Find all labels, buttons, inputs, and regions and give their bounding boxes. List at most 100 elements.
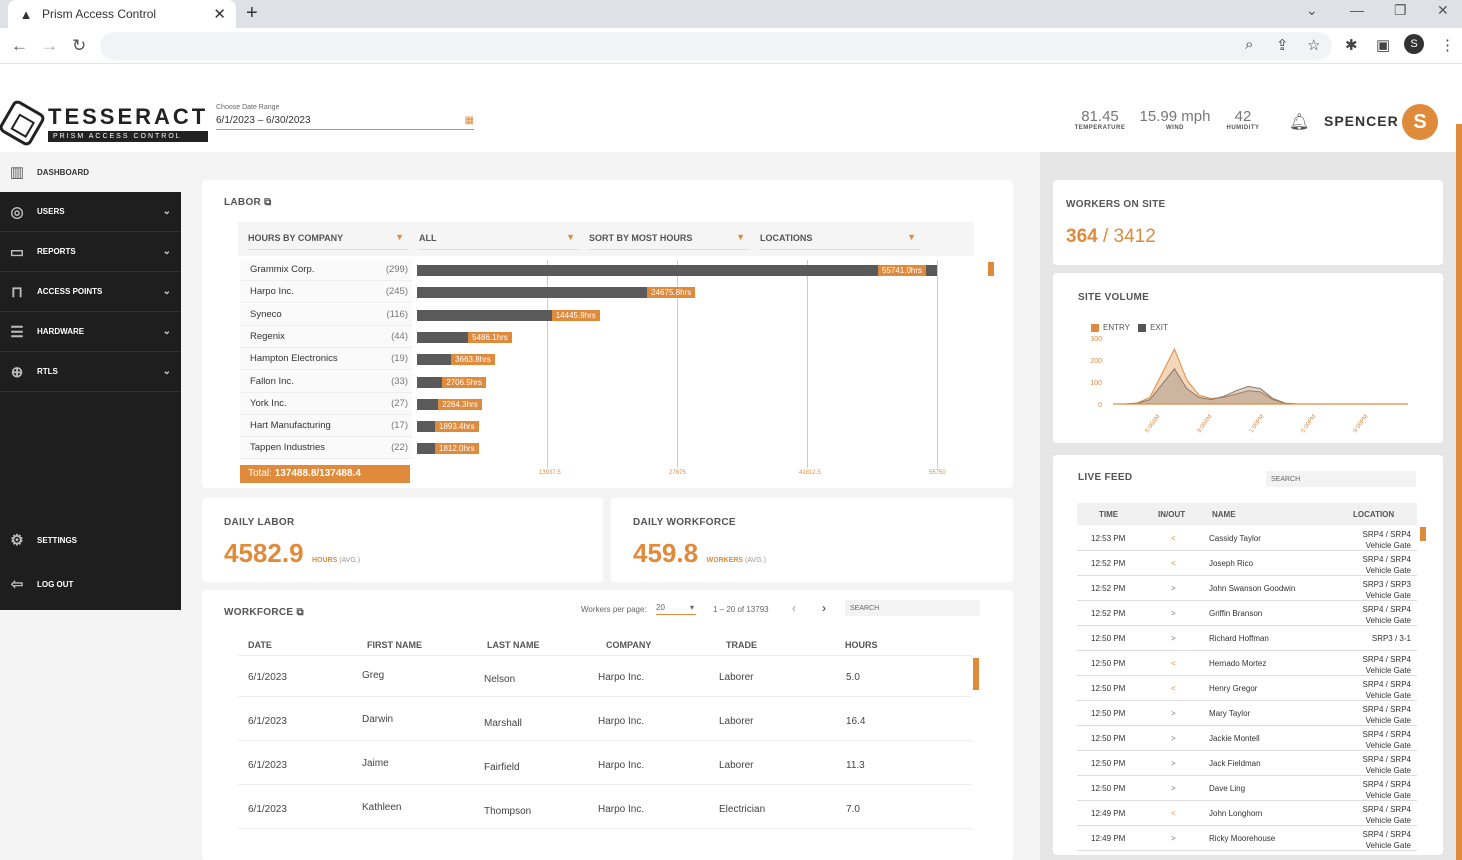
prev-page-icon[interactable]: ‹ bbox=[792, 601, 796, 615]
labor-bar[interactable] bbox=[417, 331, 469, 343]
external-link-icon[interactable]: ⧉ bbox=[296, 607, 304, 618]
live-feed-row[interactable]: 12:50 PM > Richard Hoffman SRP3 / 3-1 bbox=[1077, 626, 1417, 651]
browser-menu-icon[interactable]: ⋮ bbox=[1440, 37, 1455, 54]
company-row[interactable]: Fallon Inc. (33) bbox=[240, 370, 412, 393]
column-header-in-out[interactable]: IN/OUT bbox=[1158, 510, 1186, 519]
restore-icon[interactable]: ❐ bbox=[1394, 2, 1407, 18]
browser-tab[interactable]: ▲ Prism Access Control ✕ bbox=[8, 0, 236, 28]
labor-bar[interactable] bbox=[417, 354, 452, 366]
labor-title[interactable]: LABOR ⧉ bbox=[224, 197, 272, 208]
date-range-input[interactable]: 6/1/2023 – 6/30/2023 ▦ bbox=[216, 115, 474, 130]
direction-cell: > bbox=[1171, 709, 1176, 718]
per-page-select[interactable]: 20 ▾ bbox=[656, 603, 696, 615]
time-cell: 12:50 PM bbox=[1091, 709, 1126, 718]
direction-cell: < bbox=[1171, 684, 1176, 693]
live-feed-row[interactable]: 12:52 PM > John Swanson Goodwin SRP3 / SRP3… bbox=[1077, 576, 1417, 601]
live-feed-row[interactable]: 12:52 PM < Joseph Rico SRP4 / SRP4 Vehicle G… bbox=[1077, 551, 1417, 576]
live-feed-row[interactable]: 12:50 PM > Jack Fieldman SRP4 / SRP4 Vehicle… bbox=[1077, 751, 1417, 776]
workforce-search-input[interactable]: SEARCH bbox=[845, 600, 980, 616]
locations-select[interactable]: LOCATIONS ▼ bbox=[760, 228, 920, 250]
live-feed-row[interactable]: 12:53 PM < Cassidy Taylor SRP4 / SRP4 Vehicl… bbox=[1077, 526, 1417, 551]
workforce-title[interactable]: WORKFORCE ⧉ bbox=[224, 607, 304, 618]
labor-bar[interactable] bbox=[417, 265, 937, 276]
sort-select[interactable]: SORT BY MOST HOURS ▼ bbox=[589, 228, 749, 250]
live-feed-row[interactable]: 12:52 PM > Griffin Branson SRP4 / SRP4 Vehic… bbox=[1077, 601, 1417, 626]
browser-profile-avatar[interactable]: S bbox=[1404, 34, 1424, 54]
tab-search-icon[interactable]: ⌄ bbox=[1306, 2, 1318, 18]
column-header-name[interactable]: NAME bbox=[1212, 510, 1236, 519]
labor-bar[interactable] bbox=[417, 443, 435, 455]
labor-bar[interactable] bbox=[417, 309, 552, 321]
labor-bar[interactable] bbox=[417, 287, 648, 299]
live-feed-row[interactable]: 12:50 PM > Dave Ling SRP4 / SRP4 Vehicle Gat… bbox=[1077, 776, 1417, 801]
column-header-last-name[interactable]: LAST NAME bbox=[487, 640, 540, 650]
page-scrollbar[interactable] bbox=[1456, 124, 1462, 860]
labor-bar[interactable] bbox=[417, 376, 443, 388]
column-header-company[interactable]: COMPANY bbox=[606, 640, 652, 650]
table-cell: Harpo Inc. bbox=[598, 760, 645, 771]
minimize-icon[interactable]: — bbox=[1350, 2, 1364, 18]
extensions-icon[interactable]: ✱ bbox=[1345, 37, 1358, 54]
live-feed-row[interactable]: 12:50 PM > Jackie Montell SRP4 / SRP4 Vehicl… bbox=[1077, 726, 1417, 751]
column-header-hours[interactable]: HOURS bbox=[845, 640, 878, 650]
column-header-first-name[interactable]: FIRST NAME bbox=[367, 640, 422, 650]
company-row[interactable]: Harpo Inc. (245) bbox=[240, 281, 412, 304]
company-row[interactable]: Hampton Electronics (19) bbox=[240, 348, 412, 371]
sidebar-item-access-points[interactable]: ⊓ ACCESS POINTS ⌄ bbox=[0, 272, 181, 312]
external-link-icon[interactable]: ⧉ bbox=[264, 197, 272, 208]
company-row[interactable]: Tappen Industries (22) bbox=[240, 437, 412, 460]
name-cell: Jack Fieldman bbox=[1209, 759, 1261, 768]
back-icon[interactable]: ← bbox=[11, 36, 28, 55]
location-line: Vehicle Gate bbox=[1365, 616, 1411, 625]
close-window-icon[interactable]: ✕ bbox=[1437, 2, 1449, 18]
live-feed-row[interactable]: 12:49 PM < John Longhorn SRP4 / SRP4 Vehicle… bbox=[1077, 801, 1417, 826]
sidebar-item-hardware[interactable]: ☰ HARDWARE ⌄ bbox=[0, 312, 181, 352]
company-row[interactable]: Syneco (116) bbox=[240, 303, 412, 326]
omnibox[interactable] bbox=[100, 32, 1332, 60]
live-feed-row[interactable]: 12:49 PM > Ricky Moorehouse SRP4 / SRP4 Vehi… bbox=[1077, 826, 1417, 851]
column-header-date[interactable]: DATE bbox=[248, 640, 272, 650]
chart-scrollbar[interactable] bbox=[988, 262, 994, 276]
user-avatar[interactable]: S bbox=[1402, 104, 1438, 140]
forward-icon[interactable]: → bbox=[41, 36, 58, 55]
company-name: Tappen Industries bbox=[250, 442, 325, 454]
live-feed-row[interactable]: 12:50 PM < Henry Gregor SRP4 / SRP4 Vehicle … bbox=[1077, 676, 1417, 701]
reload-icon[interactable]: ↻ bbox=[72, 36, 87, 55]
labor-bar[interactable] bbox=[417, 398, 439, 410]
sidebar-item-users[interactable]: ◎ USERS ⌄ bbox=[0, 192, 181, 232]
sidebar-item-reports[interactable]: ▭ REPORTS ⌄ bbox=[0, 232, 181, 272]
notifications-bell-icon[interactable]: 🔔︎ bbox=[1289, 114, 1310, 131]
company-row[interactable]: Regenix (44) bbox=[240, 325, 412, 348]
user-name[interactable]: SPENCER bbox=[1324, 113, 1399, 129]
name-cell: Joseph Rico bbox=[1209, 559, 1254, 568]
table-scrollbar[interactable] bbox=[973, 658, 979, 690]
sidebar-item-dashboard[interactable]: ▥ DASHBOARD bbox=[0, 152, 181, 192]
date-range-picker[interactable]: Choose Date Range 6/1/2023 – 6/30/2023 ▦ bbox=[216, 104, 474, 130]
zoom-icon[interactable]: ⌕ bbox=[1245, 36, 1254, 53]
live-feed-scrollbar[interactable] bbox=[1420, 527, 1426, 541]
next-page-icon[interactable]: › bbox=[822, 601, 826, 615]
tesseract-logo[interactable]: TESSERACT PRISM ACCESS CONTROL bbox=[0, 98, 209, 148]
company-row[interactable]: York Inc. (27) bbox=[240, 392, 412, 415]
new-tab-button[interactable]: + bbox=[246, 2, 258, 24]
sidebar-item-settings[interactable]: ⚙ SETTINGS bbox=[0, 520, 181, 560]
bar-value-label: 1812.0hrs bbox=[435, 443, 479, 455]
live-feed-search-input[interactable]: SEARCH bbox=[1266, 471, 1416, 487]
bookmark-star-icon[interactable]: ☆ bbox=[1307, 37, 1321, 54]
live-feed-row[interactable]: 12:50 PM < Hernado Mortez SRP4 / SRP4 Vehicl… bbox=[1077, 651, 1417, 676]
side-panel-icon[interactable]: ▣ bbox=[1376, 37, 1391, 54]
sidebar-item-rtls[interactable]: ⊕ RTLS ⌄ bbox=[0, 352, 181, 392]
column-header-location[interactable]: LOCATION bbox=[1353, 510, 1395, 519]
company-row[interactable]: Hart Manufacturing (17) bbox=[240, 415, 412, 438]
column-header-trade[interactable]: TRADE bbox=[726, 640, 757, 650]
hours-by-company-select[interactable]: HOURS BY COMPANY ▼ bbox=[248, 228, 408, 250]
tab-close-icon[interactable]: ✕ bbox=[213, 6, 226, 23]
company-row[interactable]: Grammix Corp. (299) bbox=[240, 259, 412, 281]
sidebar-item-logout[interactable]: ⇦ LOG OUT bbox=[0, 564, 181, 604]
calendar-icon[interactable]: ▦ bbox=[464, 115, 474, 126]
live-feed-row[interactable]: 12:50 PM > Mary Taylor SRP4 / SRP4 Vehicle G… bbox=[1077, 701, 1417, 726]
share-icon[interactable]: ⇪ bbox=[1276, 37, 1289, 54]
column-header-time[interactable]: TIME bbox=[1099, 510, 1119, 519]
labor-bar[interactable] bbox=[417, 421, 435, 433]
filter-all-select[interactable]: ALL ▼ bbox=[419, 228, 579, 250]
